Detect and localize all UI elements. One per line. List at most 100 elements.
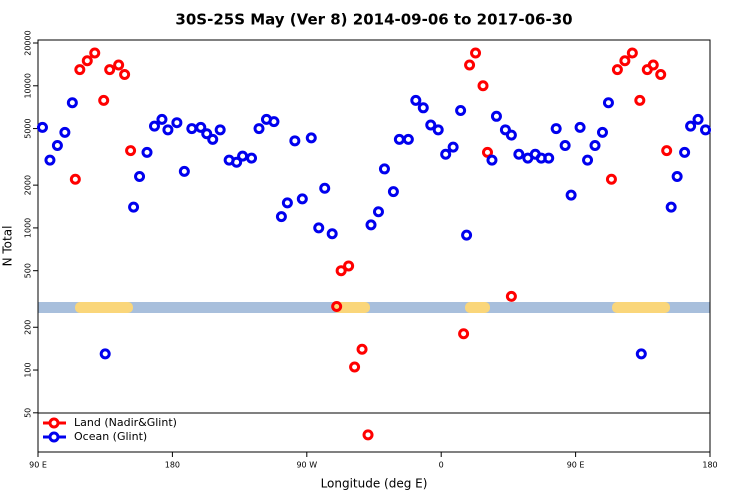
- point: [692, 113, 704, 125]
- point: [362, 429, 374, 441]
- point: [559, 140, 571, 152]
- point: [119, 69, 131, 81]
- point: [417, 102, 429, 114]
- point: [331, 300, 343, 312]
- point: [268, 116, 280, 128]
- point: [477, 80, 489, 92]
- point: [253, 123, 265, 135]
- point: [665, 201, 677, 213]
- point: [596, 126, 608, 138]
- point: [156, 113, 168, 125]
- point: [565, 189, 577, 201]
- point: [69, 173, 81, 185]
- point: [59, 126, 71, 138]
- x-tick-label: 90 E: [29, 461, 47, 470]
- point: [171, 117, 183, 129]
- point: [201, 128, 213, 140]
- point: [455, 105, 467, 117]
- point: [89, 47, 101, 59]
- land-strip: [333, 302, 370, 313]
- point: [619, 55, 631, 67]
- point: [490, 110, 502, 122]
- point: [128, 201, 140, 213]
- x-tick-label: 90 E: [567, 461, 585, 470]
- point: [296, 193, 308, 205]
- legend-label: Ocean (Glint): [74, 430, 147, 443]
- point: [499, 124, 511, 136]
- land-strip: [75, 302, 133, 313]
- point: [543, 152, 555, 164]
- point: [372, 206, 384, 218]
- point: [281, 197, 293, 209]
- point: [246, 152, 258, 164]
- point: [440, 148, 452, 160]
- point: [51, 140, 63, 152]
- point: [36, 121, 48, 133]
- point: [195, 121, 207, 133]
- point: [481, 146, 493, 158]
- point: [319, 182, 331, 194]
- point: [671, 171, 683, 183]
- point: [141, 146, 153, 158]
- point: [313, 222, 325, 234]
- point: [425, 119, 437, 131]
- point: [402, 133, 414, 145]
- point: [66, 97, 78, 109]
- point: [635, 348, 647, 360]
- point: [231, 156, 243, 168]
- point: [461, 229, 473, 241]
- point: [81, 55, 93, 67]
- point: [305, 132, 317, 144]
- point: [393, 133, 405, 145]
- y-tick-label: 10000: [24, 73, 33, 98]
- point: [349, 361, 361, 373]
- y-tick-label: 2000: [24, 175, 33, 195]
- y-tick-label: 100: [24, 362, 33, 377]
- point: [98, 94, 110, 106]
- point: [685, 120, 697, 132]
- point: [458, 328, 470, 340]
- x-tick-label: 180: [165, 461, 180, 470]
- point: [611, 64, 623, 76]
- point: [275, 211, 287, 223]
- point: [104, 64, 116, 76]
- y-tick-label: 50: [24, 408, 33, 418]
- point: [162, 124, 174, 136]
- y-tick-label: 200: [24, 320, 33, 335]
- point: [410, 94, 422, 106]
- point: [74, 64, 86, 76]
- point: [661, 145, 673, 157]
- ocean-strip: [38, 302, 710, 313]
- y-tick-label: 1000: [24, 218, 33, 238]
- point: [237, 150, 249, 162]
- point: [634, 94, 646, 106]
- x-tick-label: 0: [439, 461, 444, 470]
- x-tick-label: 90 W: [296, 461, 317, 470]
- point: [626, 47, 638, 59]
- point: [99, 348, 111, 360]
- point: [207, 133, 219, 145]
- point: [470, 47, 482, 59]
- plot-frame: [37, 39, 711, 453]
- point: [125, 145, 137, 157]
- point: [289, 135, 301, 147]
- y-tick-label: 20000: [24, 30, 33, 55]
- y-tick-label: 5000: [24, 118, 33, 138]
- legend-marker: [48, 431, 60, 443]
- point: [447, 141, 459, 153]
- point: [432, 124, 444, 136]
- point: [679, 146, 691, 158]
- point: [464, 59, 476, 71]
- point: [214, 124, 226, 136]
- land-strip: [465, 302, 490, 313]
- x-axis-label: Longitude (deg E): [321, 477, 428, 491]
- point: [378, 163, 390, 175]
- point: [335, 265, 347, 277]
- point: [574, 121, 586, 133]
- point: [589, 140, 601, 152]
- point: [44, 154, 56, 166]
- point: [602, 97, 614, 109]
- point: [505, 290, 517, 302]
- point: [186, 123, 198, 135]
